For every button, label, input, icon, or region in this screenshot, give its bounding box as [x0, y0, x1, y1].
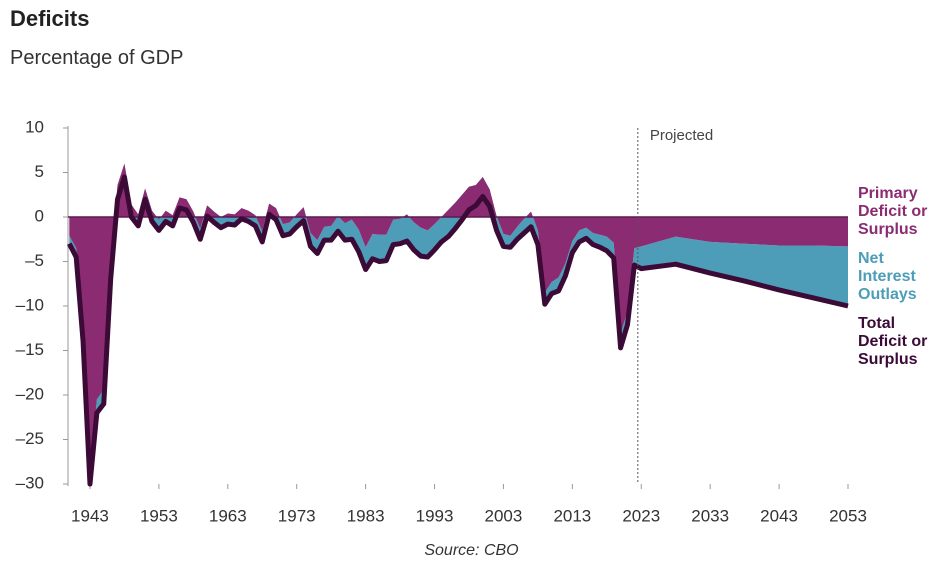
x-tick-label: 2013 [553, 506, 591, 525]
legend-entry: Total Deficit or Surplus [858, 315, 928, 368]
y-tick-label: –5 [25, 251, 44, 270]
x-tick-label: 2023 [622, 506, 660, 525]
y-tick-label: –25 [16, 429, 44, 448]
x-tick-label: 2033 [691, 506, 729, 525]
x-tick-label: 1983 [347, 506, 385, 525]
x-tick-label: 1963 [209, 506, 247, 525]
legend-entry: Primary Deficit or Surplus [858, 185, 928, 238]
total-line [67, 174, 849, 487]
y-tick-label: –20 [16, 384, 44, 403]
legend-entry: Net Interest Outlays [858, 250, 917, 303]
y-tick-label: 5 [35, 162, 44, 181]
x-tick-label: 1973 [278, 506, 316, 525]
chart-title: Deficits [10, 6, 90, 31]
x-tick-label: 2003 [485, 506, 523, 525]
x-tick-label: 2043 [760, 506, 798, 525]
y-tick-label: –30 [16, 473, 44, 492]
y-tick-label: 10 [25, 117, 44, 136]
y-tick-label: –10 [16, 295, 44, 314]
y-tick-label: 0 [35, 206, 44, 225]
x-tick-label: 1953 [140, 506, 178, 525]
x-tick-label: 2053 [829, 506, 867, 525]
chart-subtitle: Percentage of GDP [10, 47, 184, 69]
x-tick-label: 1943 [71, 506, 109, 525]
primary-area [69, 163, 849, 473]
annotation-label: Projected [650, 127, 713, 144]
y-tick-label: –15 [16, 340, 44, 359]
source-note: Source: CBO [424, 542, 519, 559]
interest-area [69, 163, 849, 484]
x-tick-label: 1993 [416, 506, 454, 525]
